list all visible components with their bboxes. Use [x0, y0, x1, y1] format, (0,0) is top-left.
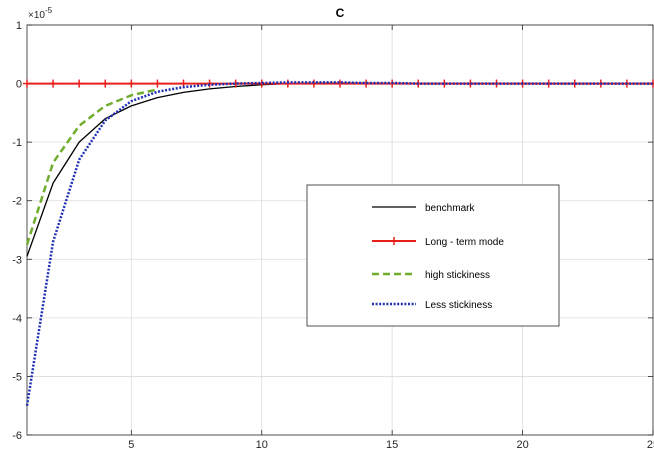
x-tick-label: 20: [516, 439, 528, 451]
y-tick-label: -1: [12, 137, 22, 149]
y-exponent-label: ×10-5: [28, 6, 53, 21]
series-line-2: [25, 88, 158, 246]
y-tick-label: -5: [12, 371, 22, 383]
y-tick-label: -6: [12, 430, 22, 442]
legend-label-1: Long - term mode: [425, 237, 504, 248]
y-exponent-base: ×10: [28, 10, 45, 21]
plot-area-border: [26, 24, 654, 436]
x-tick-label: 10: [256, 439, 268, 451]
x-tick-label: 15: [386, 439, 398, 451]
legend-label-0: benchmark: [425, 203, 475, 214]
y-exponent-power: -5: [45, 6, 53, 15]
y-tick-label: 0: [16, 79, 22, 91]
legend-box: [306, 184, 560, 327]
x-tick-label: 5: [128, 439, 134, 451]
legend-label-3: Less stickiness: [425, 300, 492, 311]
series-line-3: [25, 81, 653, 406]
y-tick-label: 1: [16, 20, 22, 32]
legend: benchmark Long - term mode high stickiness…: [306, 184, 560, 327]
y-tick-label: -4: [12, 313, 22, 325]
y-tick-label: -3: [12, 254, 22, 266]
x-tick-label: 25: [647, 439, 654, 451]
series-layer: [23, 79, 654, 406]
legend-label-2: high stickiness: [425, 270, 490, 281]
chart-title: C: [336, 6, 345, 20]
axis-ticks: 51015202510-1-2-3-4-5-6: [12, 20, 654, 451]
y-tick-label: -2: [12, 196, 22, 208]
